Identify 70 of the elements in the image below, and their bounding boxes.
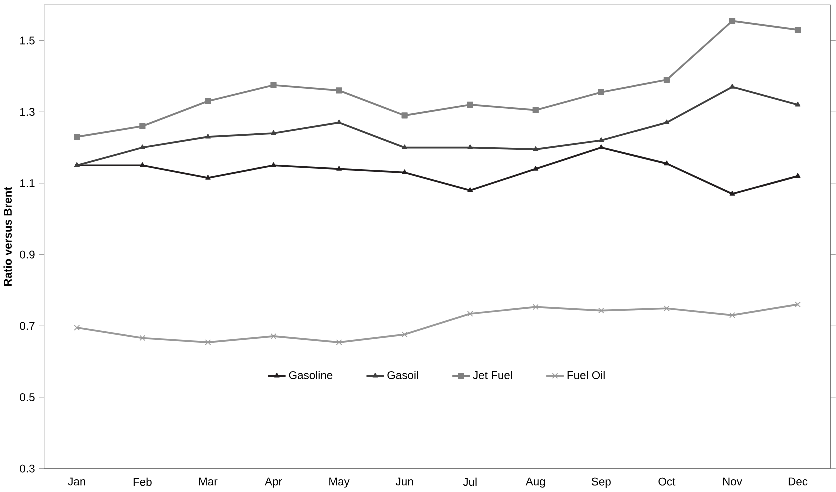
point: [336, 88, 342, 94]
point: [402, 170, 408, 175]
point: [336, 166, 342, 172]
point: [664, 306, 670, 312]
x-tick-label: Jun: [396, 478, 414, 486]
y-tick-label: 0.5: [20, 394, 35, 402]
point: [532, 107, 539, 114]
y-tick-label: 0.7: [20, 322, 35, 330]
point: [533, 166, 539, 172]
point: [730, 312, 736, 318]
point: [468, 188, 474, 192]
point: [467, 102, 474, 108]
point: [598, 144, 604, 150]
point: [271, 130, 276, 136]
point: [598, 90, 604, 96]
point: [664, 120, 670, 125]
point: [140, 123, 146, 130]
point: [467, 311, 474, 318]
point: [794, 27, 802, 34]
point: [533, 146, 539, 152]
point: [270, 334, 277, 340]
y-tick-label: 1.3: [20, 108, 35, 116]
legend-label: Gasoil: [388, 371, 418, 380]
point: [336, 120, 342, 125]
point: [205, 340, 212, 346]
point: [402, 144, 408, 150]
legend-label: Fuel Oil: [568, 371, 605, 380]
point: [271, 162, 276, 168]
y-tick-label: 0.3: [20, 464, 35, 473]
point: [795, 102, 801, 107]
x-tick-label: Nov: [723, 478, 742, 486]
x-tick-label: Apr: [265, 478, 282, 488]
x-tick-label: Sep: [592, 478, 611, 488]
point: [402, 112, 408, 119]
point: [336, 340, 342, 346]
y-tick-label: 0.9: [20, 250, 35, 259]
point: [795, 173, 801, 178]
x-tick-label: Aug: [526, 478, 546, 488]
x-tick-label: Oct: [658, 478, 676, 486]
x-tick-label: Jul: [463, 478, 477, 486]
point: [205, 98, 212, 105]
x-tick-label: Mar: [199, 478, 218, 486]
point: [795, 302, 801, 308]
point: [206, 175, 211, 180]
legend-label: Jet Fuel: [473, 371, 512, 380]
point: [74, 134, 80, 140]
point: [206, 134, 211, 139]
point: [140, 335, 146, 342]
point: [74, 325, 80, 331]
point: [664, 160, 670, 166]
point: [598, 308, 604, 314]
y-tick-label: 1.5: [20, 36, 35, 45]
x-tick-label: Jan: [68, 478, 86, 486]
x-tick-label: Feb: [134, 478, 152, 486]
point: [468, 144, 474, 150]
point: [270, 82, 277, 89]
point: [730, 191, 736, 196]
point: [664, 77, 670, 84]
point: [140, 144, 146, 150]
y-tick-label: 1.1: [20, 180, 35, 188]
legend-label: Gasoline: [289, 371, 333, 380]
point: [402, 332, 408, 338]
point: [532, 304, 539, 310]
point: [598, 138, 604, 142]
point: [140, 162, 146, 168]
x-tick-label: Dec: [788, 478, 808, 486]
point: [730, 84, 736, 89]
x-tick-label: May: [330, 478, 350, 488]
point: [729, 18, 736, 24]
y-axis-title: Ratio versus Brent: [4, 187, 12, 286]
